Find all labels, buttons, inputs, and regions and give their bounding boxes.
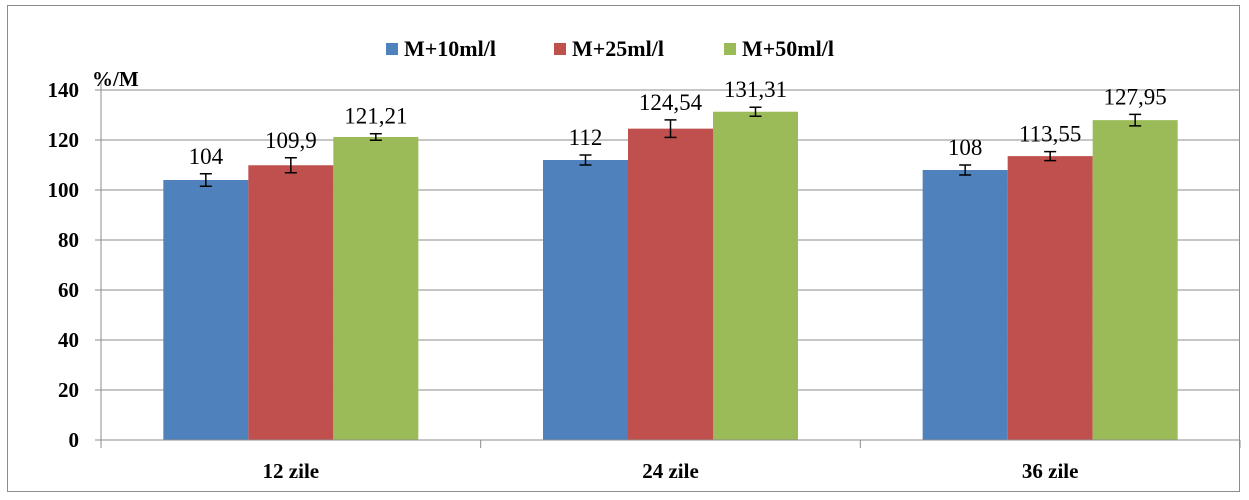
data-label: 113,55 [1019,122,1081,147]
data-label: 124,54 [639,90,703,115]
x-tick-label: 24 zile [642,459,699,483]
y-tick-labels: 0 20 40 60 80 100 120 140 [48,78,80,452]
legend-label: M+10ml/l [404,36,496,61]
error-bars [199,106,1142,187]
data-label: 112 [569,125,603,150]
y-tick-label: 80 [58,228,79,252]
bar [628,128,713,440]
legend-label: M+25ml/l [572,36,664,61]
y-tick-label: 0 [69,428,80,452]
y-axis-unit-label: %/M [92,67,139,91]
legend-swatch [386,43,398,55]
bars [163,111,1178,440]
bar [163,180,249,440]
data-label: 109,9 [265,128,317,153]
data-labels: 104 109,9 121,21 112 124,54 131,31 108 113,55 12… [189,77,1167,169]
bar [333,136,419,440]
x-tick-labels: 12 zile 24 zile 36 zile [263,459,1079,483]
data-label: 121,21 [344,104,407,129]
y-tick-label: 140 [48,78,80,102]
data-label: 127,95 [1104,84,1167,109]
legend-swatch [554,43,566,55]
data-label: 108 [948,135,983,160]
axes [95,80,1241,448]
bar [248,165,334,440]
y-tick-label: 40 [58,328,79,352]
bar [713,111,798,440]
x-tick-label: 36 zile [1022,459,1079,483]
bar [1092,120,1178,440]
bar [1007,156,1093,440]
y-tick-label: 60 [58,278,79,302]
y-tick-label: 100 [48,178,80,202]
data-label: 131,31 [724,77,787,102]
bar [543,160,628,440]
legend-swatch [724,43,736,55]
y-tick-label: 20 [58,378,79,402]
legend: M+10ml/l M+25ml/l M+50ml/l [386,36,834,61]
legend-label: M+50ml/l [742,36,834,61]
x-tick-label: 12 zile [263,459,320,483]
data-label: 104 [189,144,224,169]
y-tick-label: 120 [48,128,80,152]
bar [922,170,1008,440]
